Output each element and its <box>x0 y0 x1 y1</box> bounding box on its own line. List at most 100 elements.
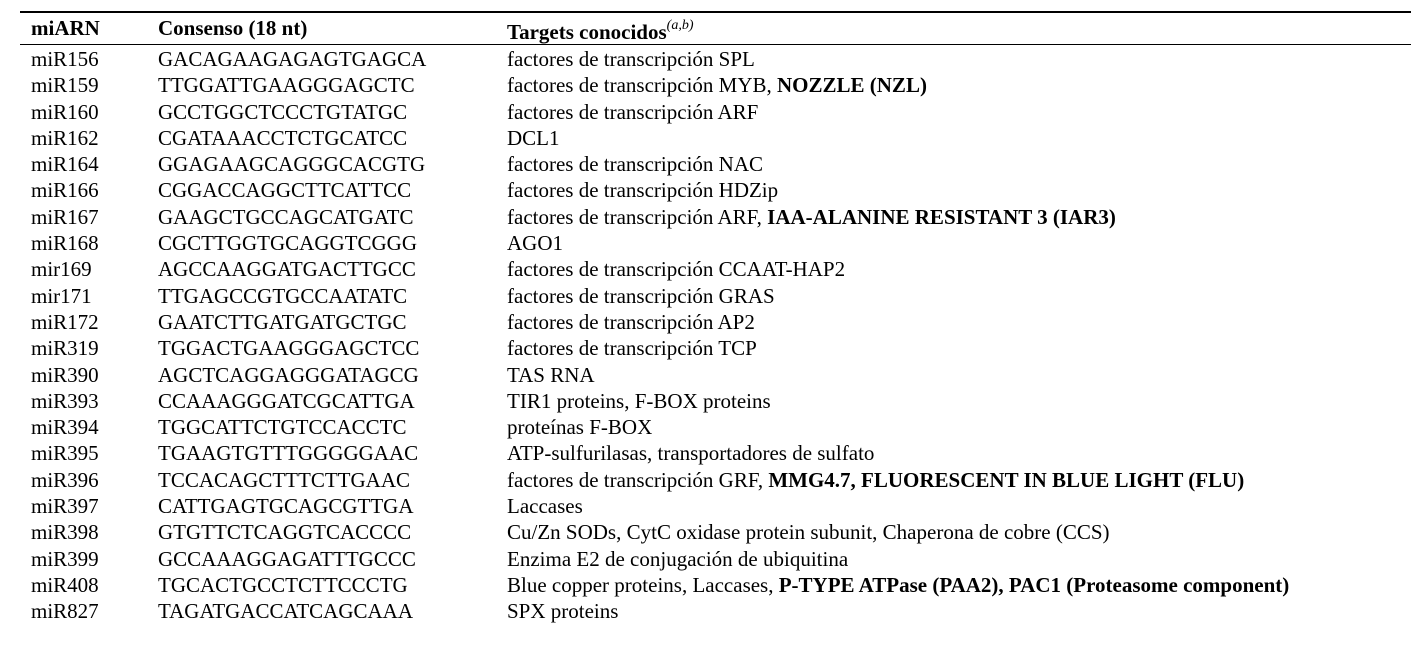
targets-cell: Cu/Zn SODs, CytC oxidase protein subunit… <box>507 519 1110 545</box>
targets-text: ATP-sulfurilasas, transportadores de sul… <box>507 441 875 466</box>
mirna-cell: miR166 <box>31 178 99 203</box>
table-row: mir171 TTGAGCCGTGCCAATATC factores de tran… <box>0 283 1413 309</box>
consensus-cell: TGGACTGAAGGGAGCTCC <box>158 336 420 361</box>
table-row: miR398 GTGTTCTCAGGTCACCCC Cu/Zn SODs, CytC… <box>0 519 1413 545</box>
mirna-cell: miR162 <box>31 125 99 150</box>
table-row: miR162 CGATAAACCTCTGCATCC DCL1 <box>0 125 1413 151</box>
targets-cell: factores de transcripción GRAS <box>507 283 775 309</box>
targets-cell: factores de transcripción GRF, MMG4.7, F… <box>507 467 1244 493</box>
targets-cell: ATP-sulfurilasas, transportadores de sul… <box>507 440 874 466</box>
targets-cell: factores de transcripción NAC <box>507 151 763 177</box>
targets-cell: factores de transcripción MYB, NOZZLE (N… <box>507 72 927 98</box>
targets-text: TAS RNA <box>507 362 595 387</box>
targets-bold-text: IAA-ALANINE RESISTANT 3 (IAR3) <box>767 204 1116 229</box>
targets-text: factores de transcripción NAC <box>507 152 763 177</box>
consensus-cell: TGCACTGCCTCTTCCCTG <box>158 572 408 597</box>
table-row: miR167 GAAGCTGCCAGCATGATC factores de tran… <box>0 204 1413 230</box>
consensus-cell: AGCCAAGGATGACTTGCC <box>158 257 416 282</box>
targets-text: Cu/Zn SODs, CytC oxidase protein subunit… <box>507 520 1110 545</box>
mirna-cell: miR390 <box>31 362 99 387</box>
mirna-cell: miR168 <box>31 231 99 256</box>
consensus-cell: TTGGATTGAAGGGAGCTC <box>158 73 415 98</box>
consensus-cell: TGAAGTGTTTGGGGGAAC <box>158 441 419 466</box>
targets-bold-text: NOZZLE (NZL) <box>777 73 927 98</box>
header-mirna: miARN <box>31 16 100 40</box>
mirna-cell: miR167 <box>31 204 99 229</box>
mirna-cell: miR164 <box>31 152 99 177</box>
targets-cell: Laccases <box>507 493 583 519</box>
table-row: miR399 GCCAAAGGAGATTTGCCC Enzima E2 de con… <box>0 546 1413 572</box>
table-row: miR164 GGAGAAGCAGGGCACGTG factores de tran… <box>0 151 1413 177</box>
header-consensus: Consenso (18 nt) <box>158 16 308 40</box>
consensus-cell: TAGATGACCATCAGCAAA <box>158 599 413 624</box>
mirna-cell: mir171 <box>31 283 92 308</box>
mirna-cell: miR159 <box>31 73 99 98</box>
consensus-cell: GACAGAAGAGAGTGAGCA <box>158 47 427 71</box>
consensus-cell: CGGACCAGGCTTCATTCC <box>158 178 412 203</box>
table-body: miR156 GACAGAAGAGAGTGAGCA factores de tran… <box>0 46 1413 625</box>
consensus-cell: AGCTCAGGAGGGATAGCG <box>158 362 419 387</box>
targets-cell: DCL1 <box>507 125 560 151</box>
table-row: miR396 TCCACAGCTTTCTTGAAC factores de tran… <box>0 467 1413 493</box>
table-row: miR390 AGCTCAGGAGGGATAGCG TAS RNA <box>0 362 1413 388</box>
targets-text: Blue copper proteins, Laccases, <box>507 572 779 597</box>
mirna-cell: miR396 <box>31 467 99 492</box>
consensus-cell: GAAGCTGCCAGCATGATC <box>158 204 414 229</box>
targets-cell: factores de transcripción TCP <box>507 335 757 361</box>
targets-cell: factores de transcripción HDZip <box>507 177 778 203</box>
mirna-cell: miR827 <box>31 599 99 624</box>
mirna-cell: miR393 <box>31 388 99 413</box>
targets-cell: factores de transcripción SPL <box>507 46 755 72</box>
targets-text: factores de transcripción AP2 <box>507 309 755 334</box>
targets-cell: proteínas F-BOX <box>507 414 652 440</box>
mirna-cell: miR160 <box>31 99 99 124</box>
header-targets: Targets conocidos(a,b) <box>507 15 693 45</box>
mirna-cell: miR398 <box>31 520 99 545</box>
targets-text: SPX proteins <box>507 599 619 624</box>
targets-text: TIR1 proteins, F-BOX proteins <box>507 388 771 413</box>
targets-cell: factores de transcripción ARF <box>507 99 758 125</box>
targets-bold-text: MMG4.7, FLUORESCENT IN BLUE LIGHT (FLU) <box>768 467 1245 492</box>
targets-text: proteínas F-BOX <box>507 415 653 440</box>
mirna-cell: miR156 <box>31 47 99 71</box>
targets-cell: TIR1 proteins, F-BOX proteins <box>507 388 771 414</box>
targets-text: factores de transcripción ARF, <box>507 204 768 229</box>
table-row: miR394 TGGCATTCTGTCCACCTC proteínas F-BOX <box>0 414 1413 440</box>
consensus-cell: CGATAAACCTCTGCATCC <box>158 125 408 150</box>
consensus-cell: GCCTGGCTCCCTGTATGC <box>158 99 408 124</box>
consensus-cell: TGGCATTCTGTCCACCTC <box>158 415 407 440</box>
targets-cell: factores de transcripción AP2 <box>507 309 755 335</box>
consensus-cell: TCCACAGCTTTCTTGAAC <box>158 467 410 492</box>
targets-text: Enzima E2 de conjugación de ubiquitina <box>507 546 849 571</box>
table-row: mir169 AGCCAAGGATGACTTGCC factores de tran… <box>0 256 1413 282</box>
targets-text: factores de transcripción TCP <box>507 336 757 361</box>
targets-text: factores de transcripción HDZip <box>507 178 779 203</box>
consensus-cell: TTGAGCCGTGCCAATATC <box>158 283 408 308</box>
targets-text: Laccases <box>507 494 583 519</box>
mirna-cell: miR408 <box>31 572 99 597</box>
mirna-cell: miR319 <box>31 336 99 361</box>
targets-text: factores de transcripción ARF <box>507 99 759 124</box>
targets-cell: factores de transcripción CCAAT-HAP2 <box>507 256 845 282</box>
consensus-cell: GGAGAAGCAGGGCACGTG <box>158 152 426 177</box>
table-row: miR395 TGAAGTGTTTGGGGGAAC ATP-sulfurilasas… <box>0 440 1413 466</box>
table-row: miR408 TGCACTGCCTCTTCCCTG Blue copper prot… <box>0 572 1413 598</box>
consensus-cell: GCCAAAGGAGATTTGCCC <box>158 546 416 571</box>
table-row: miR393 CCAAAGGGATCGCATTGA TIR1 proteins, F… <box>0 388 1413 414</box>
targets-cell: factores de transcripción ARF, IAA-ALANI… <box>507 204 1116 230</box>
targets-text: factores de transcripción SPL <box>507 47 755 71</box>
targets-text: factores de transcripción CCAAT-HAP2 <box>507 257 846 282</box>
targets-text: DCL1 <box>507 125 560 150</box>
table-row: miR172 GAATCTTGATGATGCTGC factores de tran… <box>0 309 1413 335</box>
mirna-cell: miR397 <box>31 494 99 519</box>
targets-text: factores de transcripción GRAS <box>507 283 775 308</box>
consensus-cell: CCAAAGGGATCGCATTGA <box>158 388 415 413</box>
table-row: miR168 CGCTTGGTGCAGGTCGGG AGO1 <box>0 230 1413 256</box>
targets-text: factores de transcripción MYB, <box>507 73 777 98</box>
table-row: miR156 GACAGAAGAGAGTGAGCA factores de tran… <box>0 46 1413 72</box>
targets-text: factores de transcripción GRF, <box>507 467 769 492</box>
mirna-cell: miR395 <box>31 441 99 466</box>
consensus-cell: GAATCTTGATGATGCTGC <box>158 309 407 334</box>
table-row: miR166 CGGACCAGGCTTCATTCC factores de tran… <box>0 177 1413 203</box>
table-row: miR319 TGGACTGAAGGGAGCTCC factores de tran… <box>0 335 1413 361</box>
